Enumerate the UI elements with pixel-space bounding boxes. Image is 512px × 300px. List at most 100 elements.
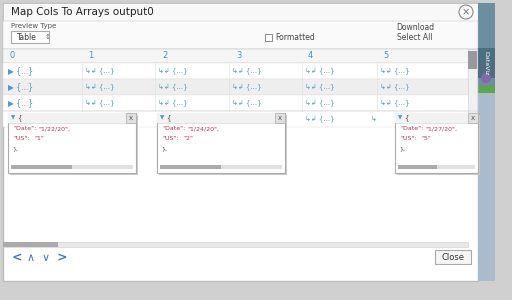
Text: ↳↲ {...}: ↳↲ {...} bbox=[380, 83, 410, 91]
Text: Table: Table bbox=[17, 32, 37, 41]
Text: ×: × bbox=[462, 7, 470, 17]
Bar bbox=[395, 113, 478, 123]
Text: "1/22/20",: "1/22/20", bbox=[38, 127, 70, 131]
Text: 0: 0 bbox=[10, 52, 15, 61]
Text: {: { bbox=[166, 115, 170, 122]
Bar bbox=[3, 111, 478, 127]
Text: ↳: ↳ bbox=[370, 116, 376, 122]
Text: ↳↲ {...}: ↳↲ {...} bbox=[232, 68, 262, 74]
Text: "Date":: "Date": bbox=[13, 127, 36, 131]
Text: },: }, bbox=[161, 146, 167, 152]
Bar bbox=[479, 86, 495, 93]
Text: ↳↲ {...}: ↳↲ {...} bbox=[232, 83, 262, 91]
Text: x: x bbox=[471, 115, 475, 121]
Text: ▶ {...}: ▶ {...} bbox=[8, 67, 33, 76]
Text: "US":: "US": bbox=[400, 136, 416, 142]
Text: },: }, bbox=[399, 146, 405, 152]
Text: ▼: ▼ bbox=[398, 116, 402, 121]
Bar bbox=[275, 113, 285, 123]
Text: x: x bbox=[129, 115, 133, 121]
Text: >: > bbox=[57, 251, 68, 265]
Text: {: { bbox=[404, 115, 409, 122]
Text: Preview Type: Preview Type bbox=[11, 23, 56, 29]
Text: "1/27/20",: "1/27/20", bbox=[425, 127, 457, 131]
Bar bbox=[3, 79, 478, 95]
Bar bbox=[3, 95, 478, 111]
Text: ↳↲ {...}: ↳↲ {...} bbox=[85, 100, 115, 106]
Text: "1/24/20",: "1/24/20", bbox=[187, 127, 219, 131]
Text: Select All: Select All bbox=[397, 32, 433, 41]
Bar bbox=[3, 3, 478, 21]
Bar bbox=[126, 113, 136, 123]
Text: Map Cols To Arrays output0: Map Cols To Arrays output0 bbox=[11, 7, 154, 17]
Text: ▶ {...}: ▶ {...} bbox=[8, 82, 33, 91]
Text: "2": "2" bbox=[183, 136, 193, 142]
Text: ▼: ▼ bbox=[160, 116, 164, 121]
Bar bbox=[395, 113, 478, 173]
Bar bbox=[160, 165, 221, 169]
Text: {: { bbox=[17, 115, 22, 122]
Bar bbox=[8, 113, 136, 173]
Text: ↳↲ {...}: ↳↲ {...} bbox=[380, 68, 410, 74]
Text: ↳↲ {...}: ↳↲ {...} bbox=[158, 68, 187, 74]
Text: ▶ {...}: ▶ {...} bbox=[8, 98, 33, 107]
Bar bbox=[3, 21, 478, 49]
Text: 1: 1 bbox=[88, 52, 93, 61]
Circle shape bbox=[481, 73, 491, 83]
Text: },: }, bbox=[12, 146, 18, 152]
Bar bbox=[11, 31, 49, 43]
Bar bbox=[478, 93, 495, 281]
Text: Close: Close bbox=[441, 254, 464, 262]
Bar bbox=[160, 165, 282, 169]
Text: x: x bbox=[278, 115, 282, 121]
Text: ↳↲ {...}: ↳↲ {...} bbox=[232, 100, 262, 106]
Text: 2: 2 bbox=[162, 52, 167, 61]
Text: Download: Download bbox=[396, 22, 434, 32]
Bar bbox=[157, 113, 285, 123]
Text: ↳↲ {...}: ↳↲ {...} bbox=[85, 83, 115, 91]
Text: "Date":: "Date": bbox=[400, 127, 423, 131]
Bar bbox=[11, 165, 72, 169]
Text: 5: 5 bbox=[383, 52, 388, 61]
Bar bbox=[159, 115, 287, 175]
Text: ∨: ∨ bbox=[42, 253, 50, 263]
Bar bbox=[3, 63, 478, 79]
Text: ▼: ▼ bbox=[11, 116, 15, 121]
Text: ↳↲ {...}: ↳↲ {...} bbox=[305, 116, 335, 122]
Text: DataViz: DataViz bbox=[483, 51, 488, 75]
Bar bbox=[468, 49, 477, 171]
Text: ↳↲ {...}: ↳↲ {...} bbox=[305, 68, 335, 74]
Text: ↳↲ {...}: ↳↲ {...} bbox=[158, 83, 187, 91]
Bar bbox=[478, 48, 495, 78]
Bar bbox=[3, 242, 58, 247]
Text: ↳↲ {...}: ↳↲ {...} bbox=[305, 83, 335, 91]
Bar bbox=[398, 165, 475, 169]
Bar bbox=[11, 165, 133, 169]
Text: Formatted: Formatted bbox=[275, 32, 315, 41]
Bar bbox=[468, 113, 478, 123]
Bar bbox=[10, 115, 138, 175]
Text: ↳↲ {...}: ↳↲ {...} bbox=[232, 116, 262, 122]
Text: <: < bbox=[12, 251, 23, 265]
Bar bbox=[468, 51, 477, 69]
Text: ∧: ∧ bbox=[27, 253, 35, 263]
Bar bbox=[397, 115, 480, 175]
Text: ↳↲ {...}: ↳↲ {...} bbox=[380, 100, 410, 106]
Bar bbox=[265, 34, 272, 41]
Text: "Date":: "Date": bbox=[162, 127, 185, 131]
Text: ↳↲ {...}: ↳↲ {...} bbox=[158, 100, 187, 106]
Bar bbox=[157, 113, 285, 173]
Text: ↕: ↕ bbox=[45, 34, 51, 40]
Bar bbox=[398, 165, 437, 169]
Text: ↳↲ {...}: ↳↲ {...} bbox=[85, 68, 115, 74]
Text: 3: 3 bbox=[236, 52, 241, 61]
Text: "1": "1" bbox=[34, 136, 44, 142]
Text: "US":: "US": bbox=[13, 136, 30, 142]
Text: "US":: "US": bbox=[162, 136, 179, 142]
Text: 4: 4 bbox=[308, 52, 313, 61]
Bar bbox=[8, 113, 136, 123]
Bar bbox=[435, 250, 471, 264]
Text: "5": "5" bbox=[421, 136, 431, 142]
Bar bbox=[3, 49, 478, 63]
Bar bbox=[3, 242, 468, 247]
